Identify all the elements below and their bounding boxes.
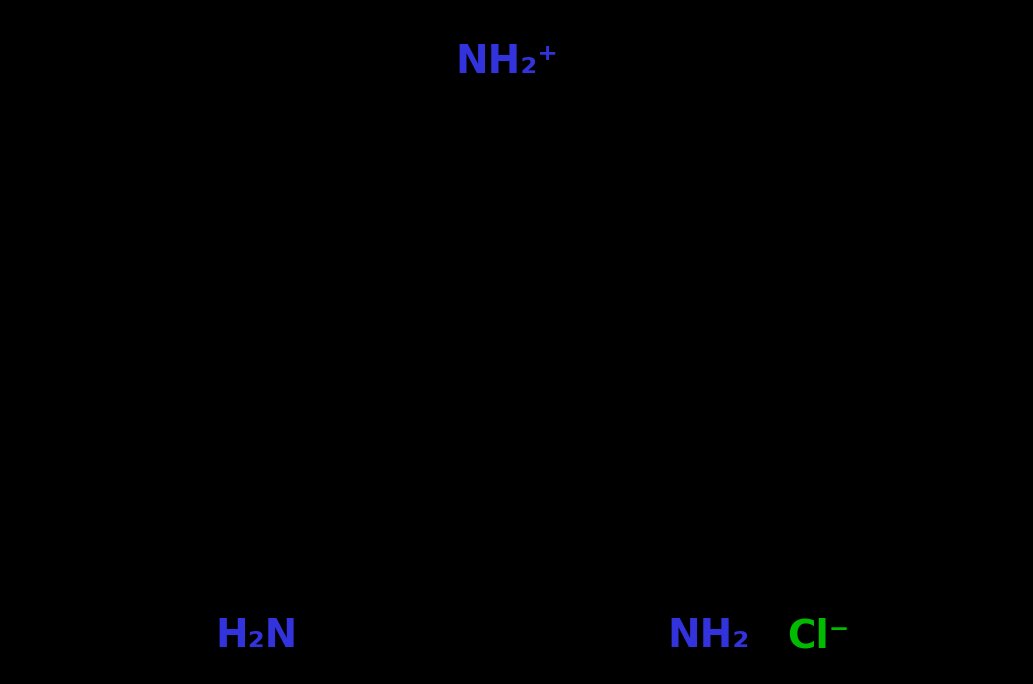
Text: NH₂⁺: NH₂⁺ — [455, 42, 558, 81]
Text: NH₂: NH₂ — [667, 617, 749, 655]
Text: H₂N: H₂N — [216, 617, 298, 655]
Text: Cl⁻: Cl⁻ — [787, 617, 849, 655]
